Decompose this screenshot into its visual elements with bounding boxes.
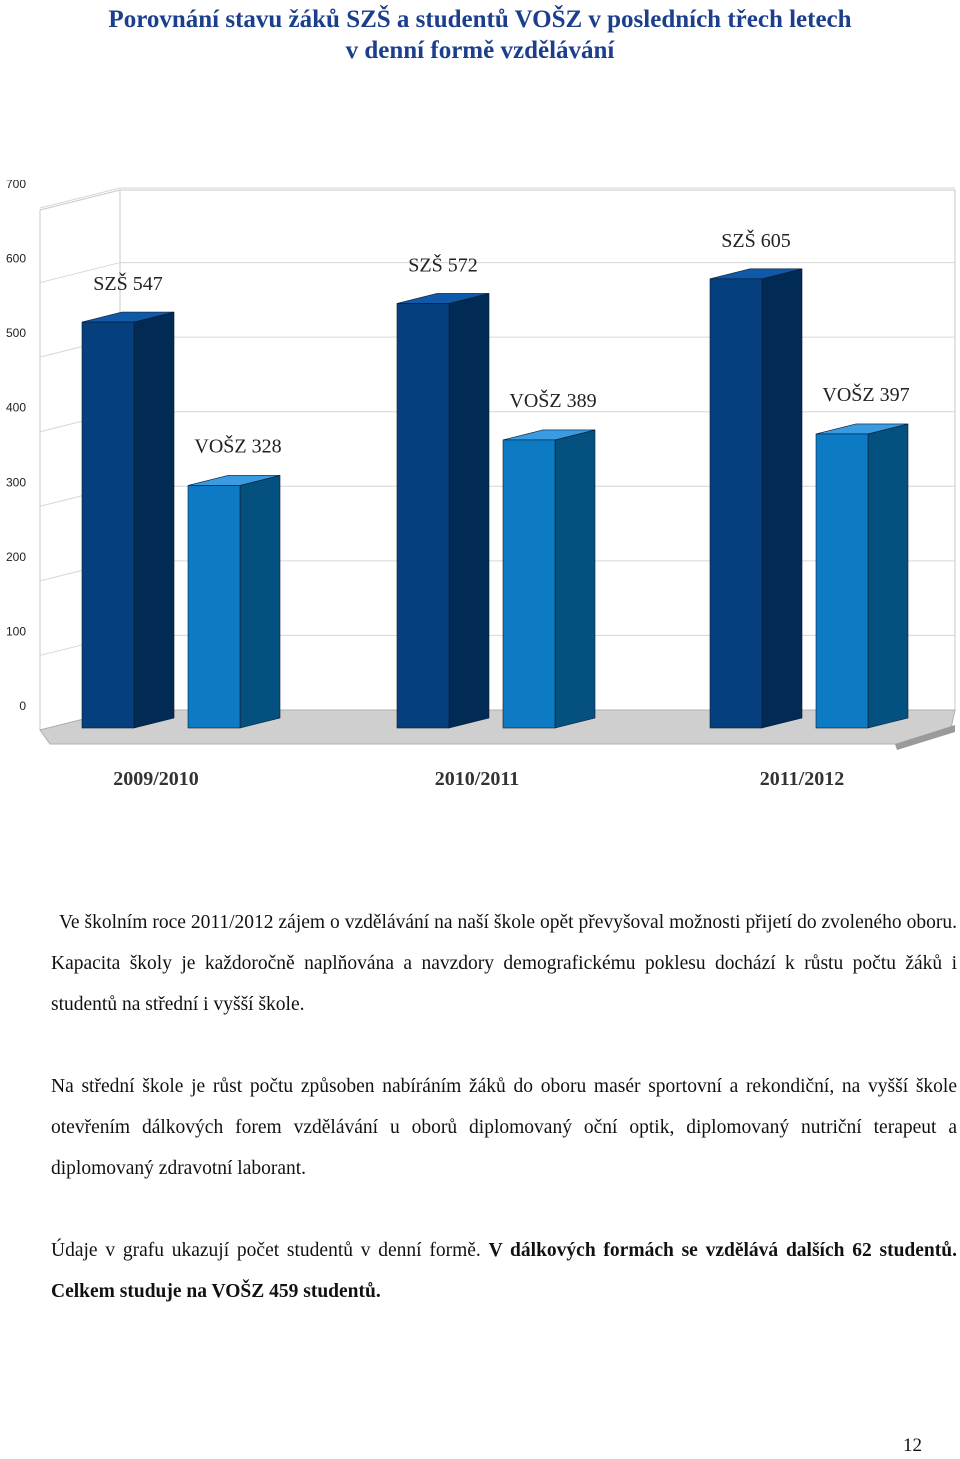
bar: [396, 303, 450, 729]
gridline: [39, 187, 955, 209]
y-tick-label: 700: [6, 180, 26, 191]
chart-floor-edge: [895, 725, 955, 750]
data-label: SZŠ 547: [93, 271, 162, 295]
bar: [709, 278, 763, 729]
x-category-label: 2011/2012: [760, 768, 844, 790]
bar-side: [554, 429, 596, 729]
gridline: [39, 262, 955, 284]
title-line-1: Porovnání stavu žáků SZŠ a studentů VOŠZ…: [108, 6, 852, 33]
paragraph-3: Údaje v grafu ukazují počet studentů v d…: [51, 1230, 957, 1312]
bar-side: [133, 311, 175, 729]
y-tick-label: 400: [6, 401, 26, 415]
page-number: 12: [903, 1435, 922, 1456]
data-label: VOŠZ 389: [509, 388, 596, 412]
x-category-label: 2010/2011: [435, 768, 519, 790]
bar: [815, 433, 869, 729]
paragraph-2: Na střední škole je růst počtu způsoben …: [51, 1076, 957, 1179]
y-tick-label: 0: [19, 699, 26, 713]
bar: [187, 485, 241, 729]
x-category-label: 2009/2010: [113, 768, 199, 790]
y-tick-label: 300: [6, 475, 26, 489]
y-tick-label: 600: [6, 252, 26, 266]
bar-side: [239, 475, 281, 729]
paragraph-1-text: Ve školním roce 2011/2012 zájem o vzdělá…: [51, 912, 957, 1015]
paragraph-3-bold: V dálkových formách se vzdělává dalších …: [51, 1240, 957, 1302]
bar: [502, 439, 556, 729]
y-tick-label: 500: [6, 326, 26, 340]
data-label: SZŠ 572: [408, 252, 477, 276]
data-label: VOŠZ 397: [822, 382, 909, 406]
bar-side: [867, 423, 909, 729]
paragraph-1: Ve školním roce 2011/2012 zájem o vzdělá…: [51, 902, 957, 1025]
bar-chart: 0 100 200 300 400 500 600 700 SZŠ 547 VOŠZ 328 200…: [6, 180, 956, 790]
paragraph-3-normal: Údaje v grafu ukazují počet studentů v d…: [51, 1240, 489, 1261]
bar: [81, 321, 135, 729]
title-line-2: v denní formě vzdělávání: [345, 37, 615, 64]
data-label: VOŠZ 328: [194, 433, 281, 457]
bar-side: [761, 268, 803, 729]
y-tick-label: 100: [6, 624, 26, 638]
page-title: Porovnání stavu žáků SZŠ a studentů VOŠZ…: [0, 4, 960, 66]
y-tick-label: 200: [6, 550, 26, 564]
data-label: SZŠ 605: [721, 228, 790, 252]
bar-side: [448, 293, 490, 729]
